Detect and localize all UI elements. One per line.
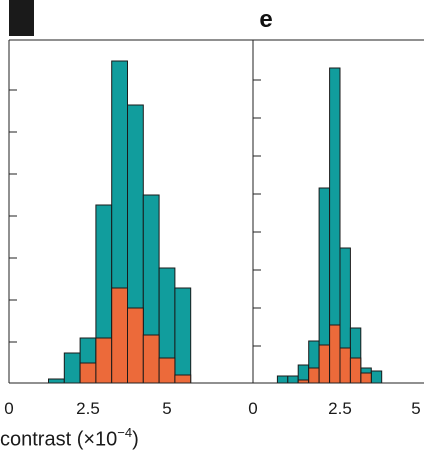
- panel-left-bars: [48, 60, 192, 384]
- orange-histogram-bar: [95, 337, 113, 384]
- panel-e-bars: [276, 67, 383, 384]
- orange-histogram-bar: [79, 362, 97, 384]
- x-tick-label: 2.5: [76, 399, 100, 418]
- orange-histogram-bar: [329, 324, 341, 384]
- x-tick-label: 0: [4, 399, 13, 418]
- orange-histogram-bar: [158, 357, 176, 384]
- teal-histogram-bar: [63, 352, 81, 384]
- orange-histogram-bar: [339, 347, 351, 384]
- orange-histogram-bar: [349, 357, 362, 384]
- teal-histogram-bar: [174, 287, 192, 384]
- figure: 0 2.5 5 e 0 2.5 5: [4, 0, 424, 418]
- panel-left-y-ticks: [9, 89, 17, 343]
- orange-histogram-bar: [360, 372, 372, 384]
- teal-histogram-bar: [276, 375, 289, 384]
- orange-histogram-bar: [111, 287, 128, 384]
- panel-label: e: [259, 6, 272, 33]
- teal-histogram-bar: [370, 370, 383, 384]
- x-tick-label: 5: [411, 399, 420, 418]
- x-axis-label: contrast (×10−4): [0, 425, 139, 452]
- panel-e: e 0 2.5 5: [248, 6, 424, 418]
- panel-e-y-ticks: [253, 79, 261, 347]
- orange-histogram-bar: [142, 334, 160, 384]
- x-tick-label: 0: [248, 399, 257, 418]
- panel-left: 0 2.5 5: [4, 0, 253, 418]
- x-axis-label-main: contrast (×10: [0, 428, 118, 451]
- x-tick-label: 5: [162, 399, 171, 418]
- orange-histogram-bar: [174, 374, 192, 384]
- orange-histogram-bar: [308, 367, 320, 384]
- x-axis-label-close: ): [132, 428, 139, 451]
- panel-label-block: [9, 0, 34, 36]
- orange-histogram-bar: [318, 344, 331, 384]
- x-axis-label-exponent: −4: [117, 425, 133, 440]
- orange-histogram-bar: [127, 307, 144, 384]
- teal-histogram-bar: [287, 375, 299, 384]
- teal-histogram-bar: [48, 378, 65, 384]
- x-tick-label: 2.5: [328, 399, 352, 418]
